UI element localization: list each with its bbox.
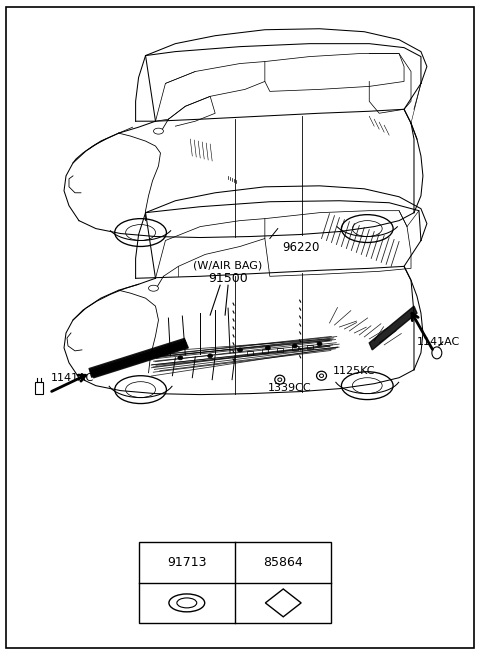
Ellipse shape bbox=[292, 344, 297, 348]
Text: (W/AIR BAG): (W/AIR BAG) bbox=[193, 260, 263, 271]
Polygon shape bbox=[369, 306, 417, 350]
Ellipse shape bbox=[265, 346, 270, 350]
Bar bbox=[247, 351, 253, 355]
Text: 1339CC: 1339CC bbox=[268, 383, 312, 392]
Bar bbox=[35, 382, 43, 394]
Text: 1141AC: 1141AC bbox=[51, 373, 95, 383]
Text: 1141AC: 1141AC bbox=[417, 337, 460, 347]
Bar bbox=[139, 542, 332, 624]
Ellipse shape bbox=[238, 348, 242, 352]
Text: 1125KC: 1125KC bbox=[333, 365, 375, 376]
Ellipse shape bbox=[178, 356, 183, 360]
Text: 96220: 96220 bbox=[282, 240, 319, 253]
Bar bbox=[262, 349, 268, 353]
Ellipse shape bbox=[208, 354, 213, 358]
Bar bbox=[292, 346, 298, 350]
Bar bbox=[307, 345, 312, 349]
Text: 85864: 85864 bbox=[264, 555, 303, 569]
Polygon shape bbox=[91, 341, 188, 378]
Text: 91500: 91500 bbox=[208, 272, 248, 285]
Bar bbox=[277, 348, 283, 352]
Text: 91713: 91713 bbox=[167, 555, 206, 569]
Ellipse shape bbox=[317, 342, 322, 346]
